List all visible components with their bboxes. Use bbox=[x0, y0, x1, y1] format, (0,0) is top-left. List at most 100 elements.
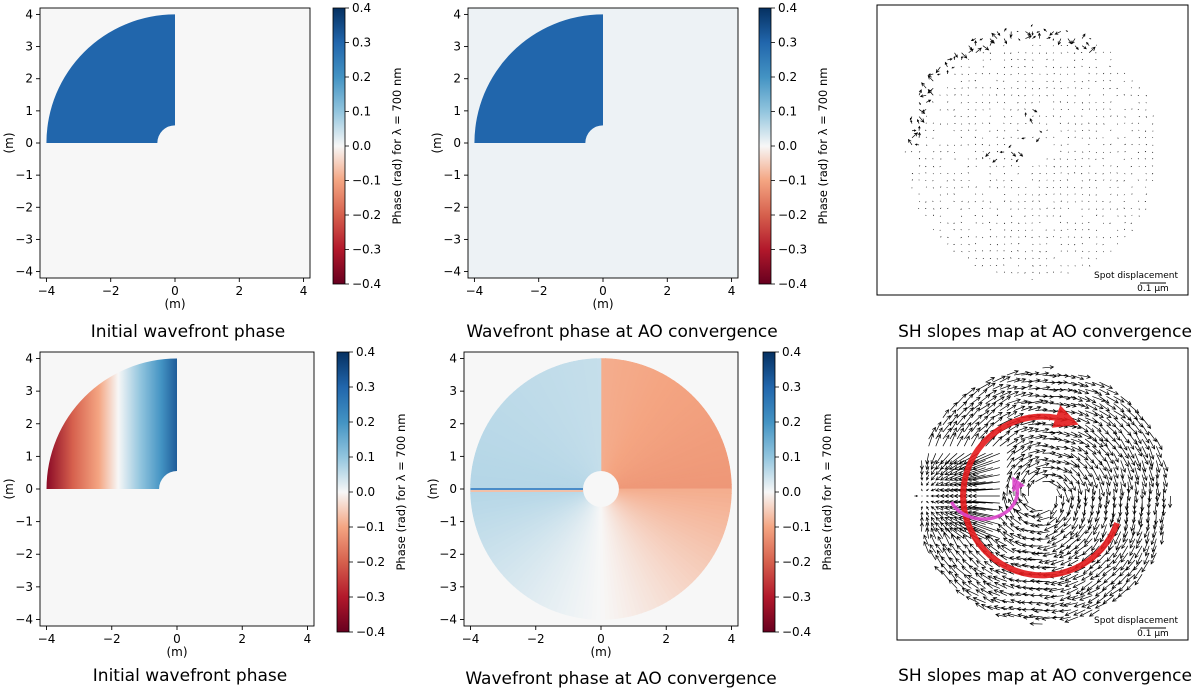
x-tick-label: 0 bbox=[173, 632, 181, 646]
colorbar-tick-label: 0.2 bbox=[782, 415, 801, 429]
colorbar-tick-label: 0.2 bbox=[352, 70, 371, 84]
y-tick-label: −1 bbox=[15, 515, 33, 529]
panel-bottom-left-initial-phase: −4 −2 0 2 4 (m) 4 3 2 1 0 −1 −2 −3 −4 (m) 0.4 0.3 0.2 0.1 0.… bbox=[2, 345, 408, 659]
y-tick-label: −1 bbox=[439, 515, 457, 529]
x-tick-label: 4 bbox=[728, 284, 736, 298]
segment-phase-patch bbox=[46, 14, 175, 143]
x-axis-label: (m) bbox=[164, 297, 185, 311]
vector-panel-frame bbox=[876, 4, 1189, 296]
y-axis-label: (m) bbox=[426, 478, 440, 499]
x-tick-label: 2 bbox=[662, 632, 670, 646]
colorbar-tick-label: 0.1 bbox=[352, 105, 371, 119]
colorbar-tick-label: 0.0 bbox=[356, 485, 375, 499]
colorbar-tick-label: 0.4 bbox=[352, 1, 371, 15]
x-axis-label: (m) bbox=[592, 297, 613, 311]
colorbar-tick-label: −0.1 bbox=[778, 174, 807, 188]
y-axis-label: (m) bbox=[2, 478, 16, 499]
x-tick-label: 4 bbox=[728, 632, 736, 646]
colorbar-label: Phase (rad) for λ = 700 nm bbox=[816, 67, 830, 224]
caption-bottom-right: SH slopes map at AO convergence bbox=[898, 666, 1192, 686]
y-tick-label: −3 bbox=[15, 580, 33, 594]
y-tick-label: −2 bbox=[439, 547, 457, 561]
y-tick-label: −1 bbox=[443, 168, 461, 182]
panel-top-right-sh-slopes: Spot displacement 0.1 µm bbox=[876, 4, 1189, 296]
y-tick-label: −4 bbox=[15, 612, 33, 626]
x-tick-label: −2 bbox=[102, 284, 120, 298]
slope-arrows bbox=[904, 24, 1161, 281]
colorbar-tick-label: −0.4 bbox=[778, 277, 807, 291]
colorbar-tick-label: 0.3 bbox=[352, 36, 371, 50]
panel-bottom-right-sh-slopes: Spot displacement 0.1 µm bbox=[896, 347, 1189, 641]
caption-top-left: Initial wavefront phase bbox=[91, 322, 285, 342]
colorbar-tick-label: 0.3 bbox=[356, 380, 375, 394]
x-tick-label: 4 bbox=[300, 284, 308, 298]
panel-top-middle-converged-phase: −4 −2 0 2 4 (m) 4 3 2 1 0 −1 −2 −3 −4 (m) 0.4 0.3 0.2 0.1 0.… bbox=[430, 1, 830, 311]
colorbar-tick-label: 0.3 bbox=[782, 380, 801, 394]
segment-phase-gradient bbox=[46, 358, 178, 489]
y-axis-label: (m) bbox=[430, 132, 444, 153]
central-obstruction bbox=[583, 471, 619, 507]
x-tick-label: 4 bbox=[304, 632, 312, 646]
colorbar-tick-label: −0.4 bbox=[782, 625, 811, 639]
colorbar-tick-label: 0.0 bbox=[352, 139, 371, 153]
y-tick-label: 0 bbox=[25, 136, 33, 150]
caption-top-right: SH slopes map at AO convergence bbox=[898, 322, 1192, 342]
caption-bottom-middle: Wavefront phase at AO convergence bbox=[465, 669, 776, 689]
y-tick-label: −3 bbox=[439, 580, 457, 594]
y-tick-label: 0 bbox=[449, 482, 457, 496]
colorbar-tick-label: −0.2 bbox=[352, 208, 381, 222]
colorbar-tick-label: 0.1 bbox=[356, 450, 375, 464]
y-tick-label: −2 bbox=[15, 200, 33, 214]
panel-bottom-middle-converged-phase: −4 −2 0 2 4 (m) 4 3 2 1 0 −1 −2 −3 −4 (m) 0.4 0.3 0.2 0.1 0.… bbox=[426, 345, 834, 659]
colorbar-tick-label: −0.2 bbox=[356, 555, 385, 569]
colorbar bbox=[336, 351, 350, 633]
colorbar-tick-label: 0.0 bbox=[778, 139, 797, 153]
colorbar bbox=[762, 351, 776, 633]
magenta-loop-arrow bbox=[950, 476, 1025, 521]
x-tick-label: 2 bbox=[235, 284, 243, 298]
x-tick-label: 2 bbox=[663, 284, 671, 298]
y-axis-label: (m) bbox=[2, 132, 16, 153]
red-rotation-arrow bbox=[960, 405, 1120, 579]
colorbar-tick-label: −0.1 bbox=[356, 520, 385, 534]
panel-top-left-initial-phase: −4 −2 0 2 4 (m) 4 3 2 1 0 −1 −2 −3 −4 (m) 0.4 0.3 0.2 0.1 0.… bbox=[2, 1, 404, 311]
colorbar bbox=[758, 7, 772, 285]
y-tick-label: 1 bbox=[25, 449, 33, 463]
colorbar-tick-label: 0.4 bbox=[356, 345, 375, 359]
colorbar-tick-label: −0.2 bbox=[782, 555, 811, 569]
y-tick-label: 0 bbox=[25, 482, 33, 496]
colorbar-tick-label: −0.3 bbox=[352, 243, 381, 257]
y-tick-label: 3 bbox=[25, 384, 33, 398]
y-tick-label: 2 bbox=[453, 72, 461, 86]
colorbar-tick-label: −0.3 bbox=[356, 590, 385, 604]
x-tick-label: −4 bbox=[38, 632, 56, 646]
y-tick-label: −1 bbox=[15, 168, 33, 182]
x-tick-label: 0 bbox=[171, 284, 179, 298]
y-tick-label: 4 bbox=[25, 7, 33, 21]
y-tick-label: −2 bbox=[443, 200, 461, 214]
y-tick-label: 4 bbox=[453, 7, 461, 21]
y-tick-label: 3 bbox=[25, 40, 33, 54]
colorbar-tick-label: −0.2 bbox=[778, 208, 807, 222]
scale-value: 0.1 µm bbox=[1137, 629, 1169, 639]
scale-label: Spot displacement bbox=[1094, 271, 1178, 281]
x-tick-label: 0 bbox=[599, 284, 607, 298]
colorbar-tick-label: 0.1 bbox=[782, 450, 801, 464]
y-tick-label: 3 bbox=[453, 40, 461, 54]
colorbar-tick-label: 0.2 bbox=[778, 70, 797, 84]
x-tick-label: 2 bbox=[238, 632, 246, 646]
colorbar bbox=[332, 7, 346, 285]
x-tick-label: 0 bbox=[597, 632, 605, 646]
x-axis-label: (m) bbox=[166, 645, 187, 659]
y-tick-label: 0 bbox=[453, 136, 461, 150]
colorbar-label: Phase (rad) for λ = 700 nm bbox=[394, 413, 408, 570]
x-tick-label: −4 bbox=[462, 632, 480, 646]
colorbar-tick-label: −0.1 bbox=[782, 520, 811, 534]
x-axis-label: (m) bbox=[590, 645, 611, 659]
y-tick-label: −3 bbox=[15, 232, 33, 246]
y-tick-label: 1 bbox=[25, 104, 33, 118]
colorbar-tick-label: −0.3 bbox=[782, 590, 811, 604]
x-tick-label: −2 bbox=[530, 284, 548, 298]
colorbar-tick-label: −0.3 bbox=[778, 243, 807, 257]
